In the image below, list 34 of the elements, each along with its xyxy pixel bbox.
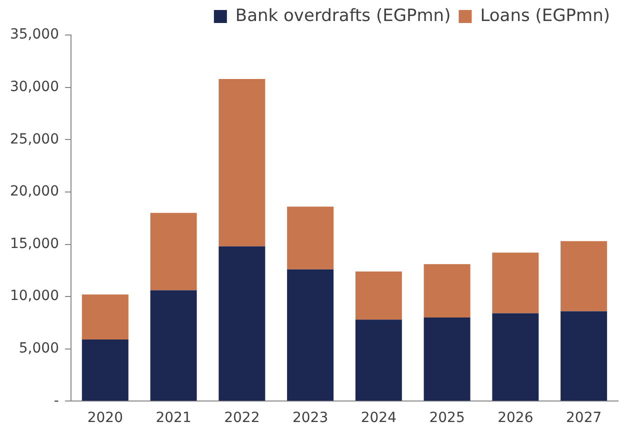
x-tick-label: 2024 (360, 410, 397, 426)
bar (355, 320, 402, 401)
y-tick-label: 25,000 (10, 131, 59, 148)
bar (492, 252, 539, 314)
bar (560, 241, 608, 312)
legend-label: Loans (EGPmn) (480, 6, 610, 26)
bar (150, 212, 197, 290)
x-tick-label: 2020 (87, 410, 123, 426)
bar (150, 290, 197, 401)
y-tick-label: 5,000 (18, 340, 59, 357)
y-tick-label: 30,000 (10, 78, 59, 95)
bar (355, 271, 402, 320)
bar (424, 317, 470, 401)
y-tick-label: 10,000 (10, 288, 59, 304)
y-tick-label: - (54, 392, 59, 409)
x-tick-label: 2026 (498, 410, 534, 426)
x-tick-label: 2021 (156, 410, 192, 426)
x-tick-label: 2025 (429, 410, 465, 426)
bar (287, 206, 334, 270)
bar (82, 339, 128, 401)
bar (492, 313, 539, 401)
bar (218, 78, 266, 246)
x-tick-label: 2022 (224, 410, 260, 426)
legend-label: Bank overdrafts (EGPmn) (235, 6, 451, 26)
x-tick-label: 2023 (292, 410, 328, 426)
x-tick-label: 2027 (566, 410, 602, 426)
y-tick-label: 20,000 (10, 184, 59, 200)
bar (560, 311, 608, 401)
bar (287, 269, 334, 401)
y-tick-label: 15,000 (10, 236, 59, 252)
bar (82, 294, 128, 340)
y-tick-label: 35,000 (10, 26, 59, 43)
bar (218, 246, 266, 401)
bar (424, 264, 470, 318)
